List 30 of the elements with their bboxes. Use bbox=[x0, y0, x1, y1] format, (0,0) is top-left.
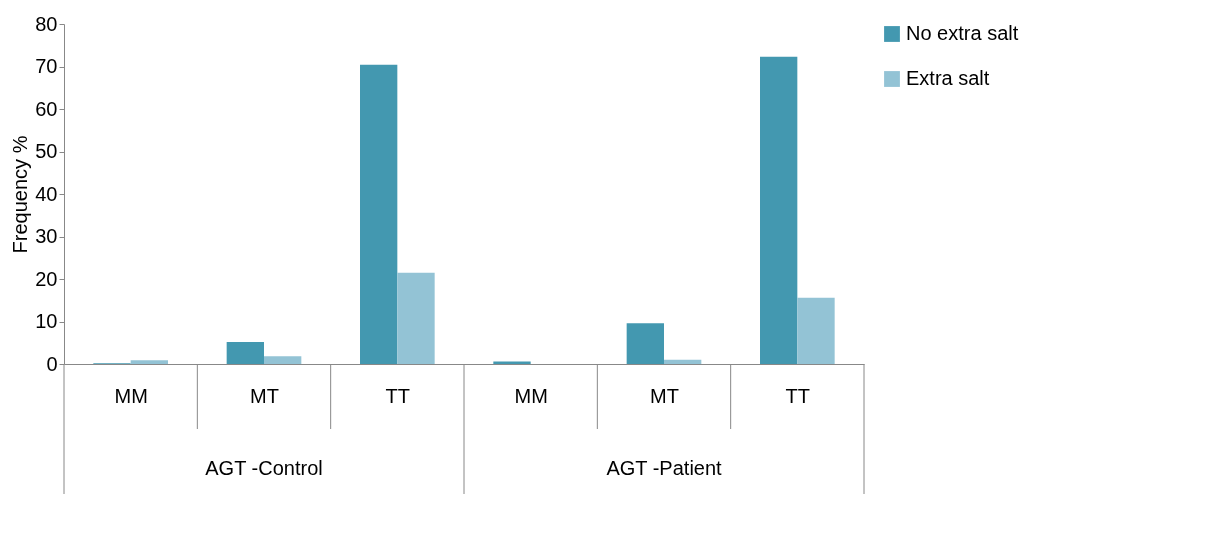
bar bbox=[760, 56, 798, 364]
y-tick-label: 30 bbox=[35, 225, 58, 247]
y-tick-label: 10 bbox=[35, 310, 58, 332]
y-tick-label: 60 bbox=[35, 97, 58, 120]
legend-label: Extra salt bbox=[906, 67, 990, 89]
y-tick-label: 20 bbox=[35, 267, 58, 290]
bar bbox=[226, 341, 264, 364]
bar bbox=[626, 323, 664, 364]
x-tick-label: TT bbox=[385, 384, 411, 407]
bar bbox=[360, 64, 398, 364]
bar bbox=[130, 360, 168, 364]
y-tick-label: 50 bbox=[35, 140, 58, 162]
x-tick-label: MT bbox=[250, 384, 279, 407]
x-tick-label: MT bbox=[650, 384, 679, 407]
bar bbox=[797, 297, 835, 364]
x-tick-label: MM bbox=[514, 384, 548, 407]
y-tick-label: 0 bbox=[46, 352, 58, 375]
y-tick-label: 40 bbox=[35, 182, 58, 205]
y-axis-title: Frequency % bbox=[9, 135, 32, 254]
y-tick-label: 80 bbox=[35, 12, 58, 35]
y-tick-label: 70 bbox=[35, 55, 58, 77]
text: AGT -Control bbox=[205, 457, 323, 479]
bar bbox=[397, 272, 435, 364]
bar bbox=[493, 361, 531, 364]
bar bbox=[664, 359, 702, 364]
legend-label: No extra salt bbox=[906, 22, 1019, 44]
text: AGT -Patient bbox=[606, 457, 723, 479]
bar bbox=[264, 356, 302, 364]
x-tick-label: MM bbox=[114, 384, 148, 407]
x-tick-label: TT bbox=[785, 384, 811, 407]
